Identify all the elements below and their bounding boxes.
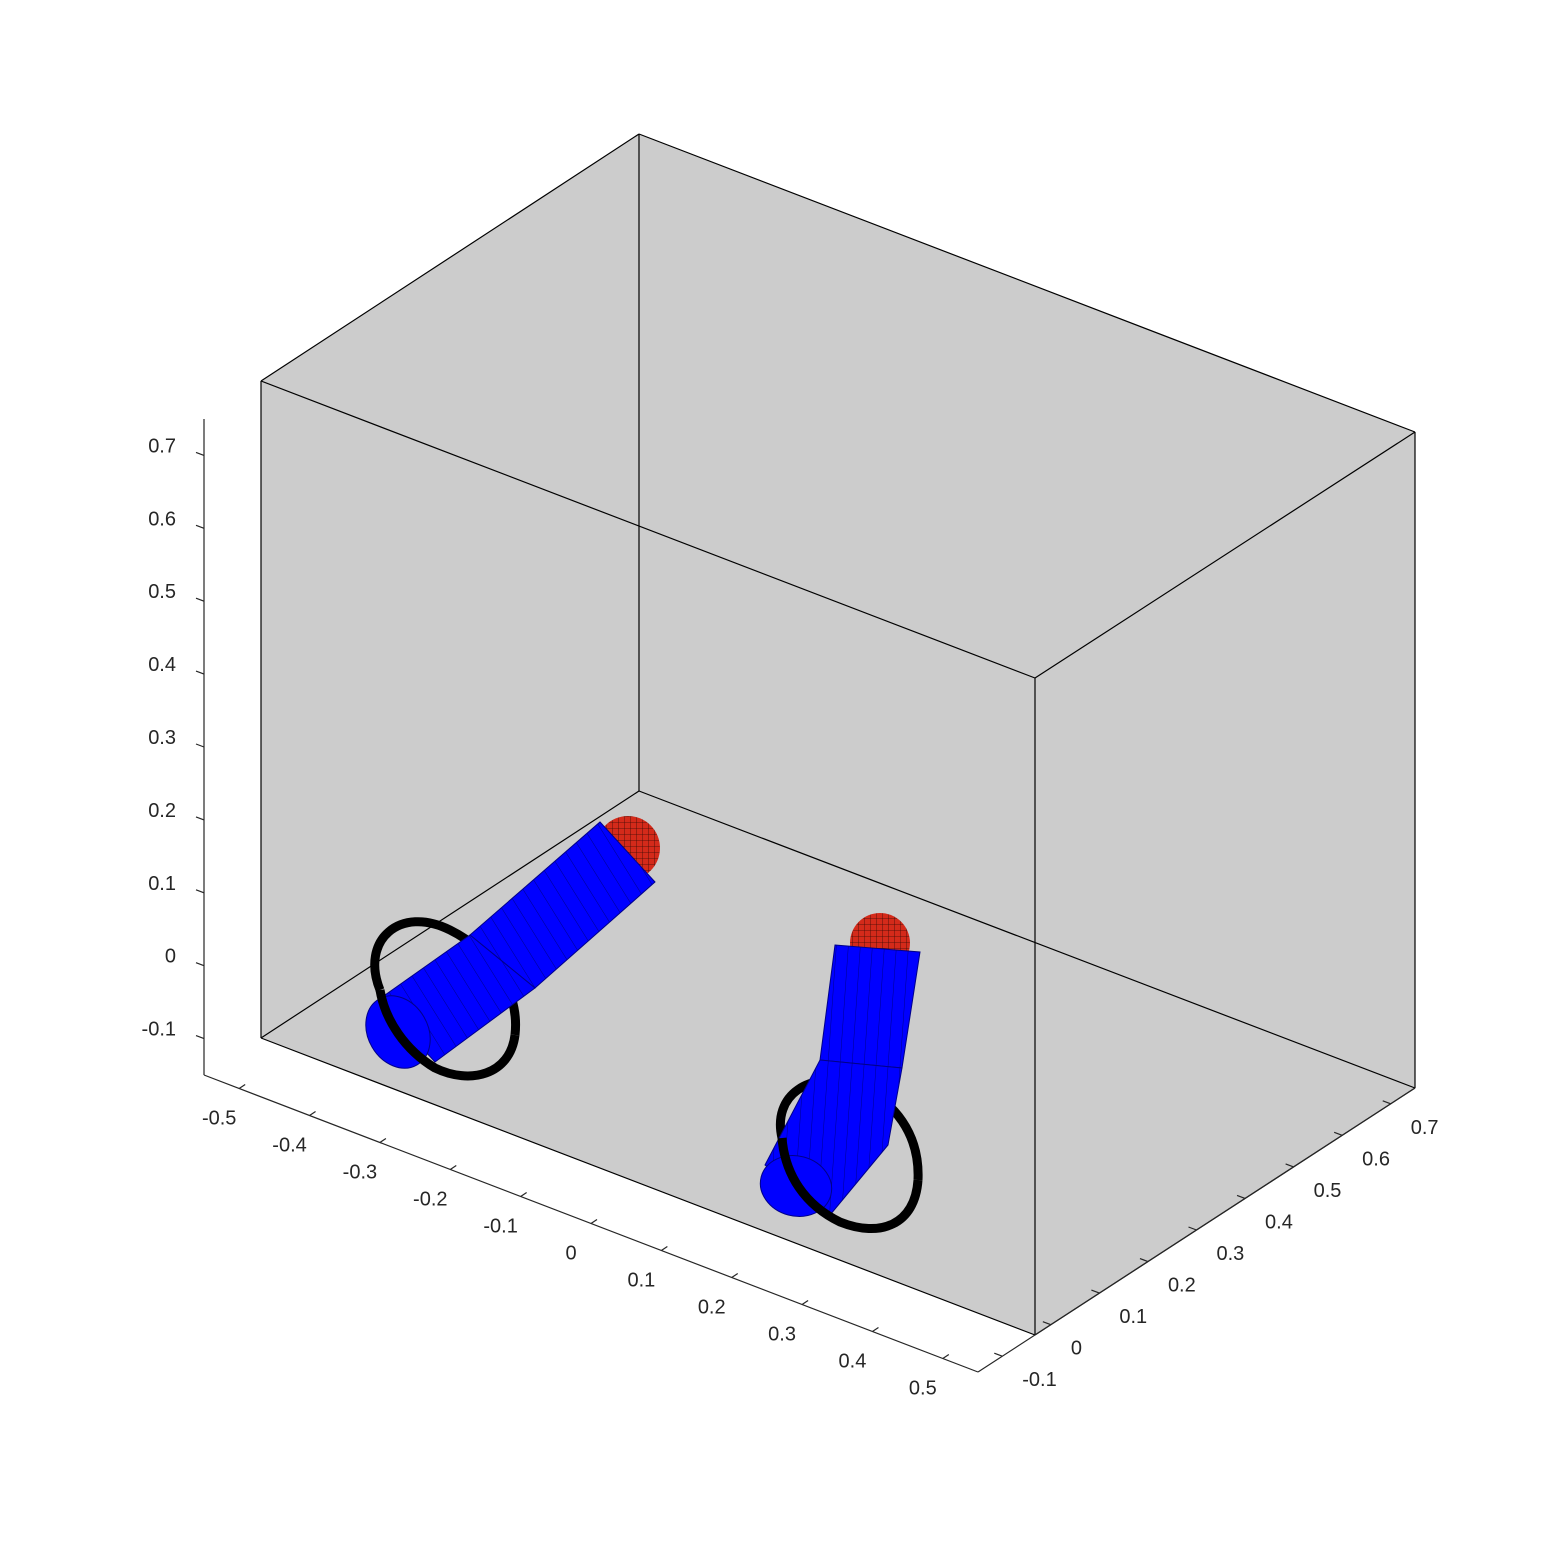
left-arm xyxy=(365,816,660,1081)
y-tick xyxy=(1285,1163,1294,1168)
y-tick xyxy=(1091,1289,1100,1294)
x-tick-label: 0 xyxy=(565,1243,576,1265)
x-tick xyxy=(801,1300,809,1305)
z-tick-label: 0.6 xyxy=(148,508,176,530)
x-tick-label: 0.4 xyxy=(839,1351,867,1373)
x-tick-label: 0.1 xyxy=(627,1270,655,1292)
z-tick-label: 0.1 xyxy=(148,873,176,895)
y-tick-label: 0.5 xyxy=(1314,1180,1342,1202)
y-tick-label: 0.4 xyxy=(1265,1211,1293,1233)
z-tick-label: 0.4 xyxy=(148,654,176,676)
x-tick-label: -0.4 xyxy=(272,1135,306,1157)
z-tick-label: 0.3 xyxy=(148,727,176,749)
y-tick xyxy=(1382,1100,1391,1105)
z-tick xyxy=(195,743,205,748)
z-tick xyxy=(195,451,205,457)
pane-right-back xyxy=(639,134,1415,1088)
x-tick xyxy=(731,1273,739,1278)
y-tick-label: 0 xyxy=(1071,1338,1082,1360)
z-tick-label: 0 xyxy=(165,946,176,968)
z-tick-label: 0.7 xyxy=(148,435,176,457)
z-tick xyxy=(195,816,205,821)
x-tick-label: 0.2 xyxy=(698,1297,726,1319)
y-tick-label: 0.2 xyxy=(1168,1275,1196,1297)
x-tick xyxy=(309,1111,316,1116)
z-tick xyxy=(195,524,205,529)
right-arm xyxy=(759,913,923,1234)
y-tick xyxy=(1333,1131,1343,1136)
y-tick-label: -0.1 xyxy=(1022,1369,1056,1391)
z-tick xyxy=(195,1034,205,1040)
x-tick xyxy=(449,1165,457,1170)
z-axis-ticks: -0.1 0 0.1 0.2 0.3 0.4 0.5 0.6 0.7 xyxy=(142,435,205,1041)
z-tick xyxy=(195,962,205,967)
y-tick-label: 0.6 xyxy=(1362,1148,1390,1170)
x-axis-ticks: -0.5 -0.4 -0.3 -0.2 -0.1 0 0.1 0.2 0.3 0.4 0.5 xyxy=(202,1084,950,1400)
z-tick xyxy=(195,670,205,675)
x-tick xyxy=(661,1246,668,1251)
x-tick xyxy=(379,1138,387,1143)
x-tick-label: 0.5 xyxy=(909,1378,937,1400)
x-tick xyxy=(872,1327,879,1332)
y-tick xyxy=(1042,1321,1052,1326)
y-tick xyxy=(994,1352,1003,1357)
x-tick-label: 0.3 xyxy=(768,1324,796,1346)
x-tick-label: -0.1 xyxy=(483,1216,517,1238)
z-tick-label: 0.2 xyxy=(148,800,176,822)
x-tick xyxy=(590,1219,598,1224)
y-tick-label: 0.3 xyxy=(1217,1243,1245,1265)
axes-box xyxy=(260,133,1416,1336)
y-tick-label: 0.1 xyxy=(1119,1306,1147,1328)
y-tick xyxy=(1236,1194,1246,1200)
z-tick-label: -0.1 xyxy=(142,1019,176,1041)
x-tick-label: -0.3 xyxy=(343,1162,377,1184)
right-ring-front xyxy=(777,1137,923,1234)
left-ring-front xyxy=(375,989,520,1081)
x-tick-label: -0.5 xyxy=(202,1108,236,1130)
pane-left-back xyxy=(261,134,639,1038)
y-tick-label: 0.7 xyxy=(1411,1117,1439,1139)
y-tick xyxy=(1188,1226,1197,1231)
z-tick-label: 0.5 xyxy=(148,581,176,603)
x-tick xyxy=(942,1354,950,1359)
x-tick xyxy=(238,1084,246,1089)
y-tick xyxy=(1139,1257,1149,1263)
x-tick xyxy=(520,1192,527,1197)
z-tick xyxy=(195,889,205,894)
right-cylinder-upper xyxy=(819,944,921,1069)
x-tick-label: -0.2 xyxy=(413,1189,447,1211)
y-axis-ticks: -0.1 0 0.1 0.2 0.3 0.4 0.5 0.6 0.7 xyxy=(994,1100,1439,1391)
z-tick xyxy=(195,597,205,602)
